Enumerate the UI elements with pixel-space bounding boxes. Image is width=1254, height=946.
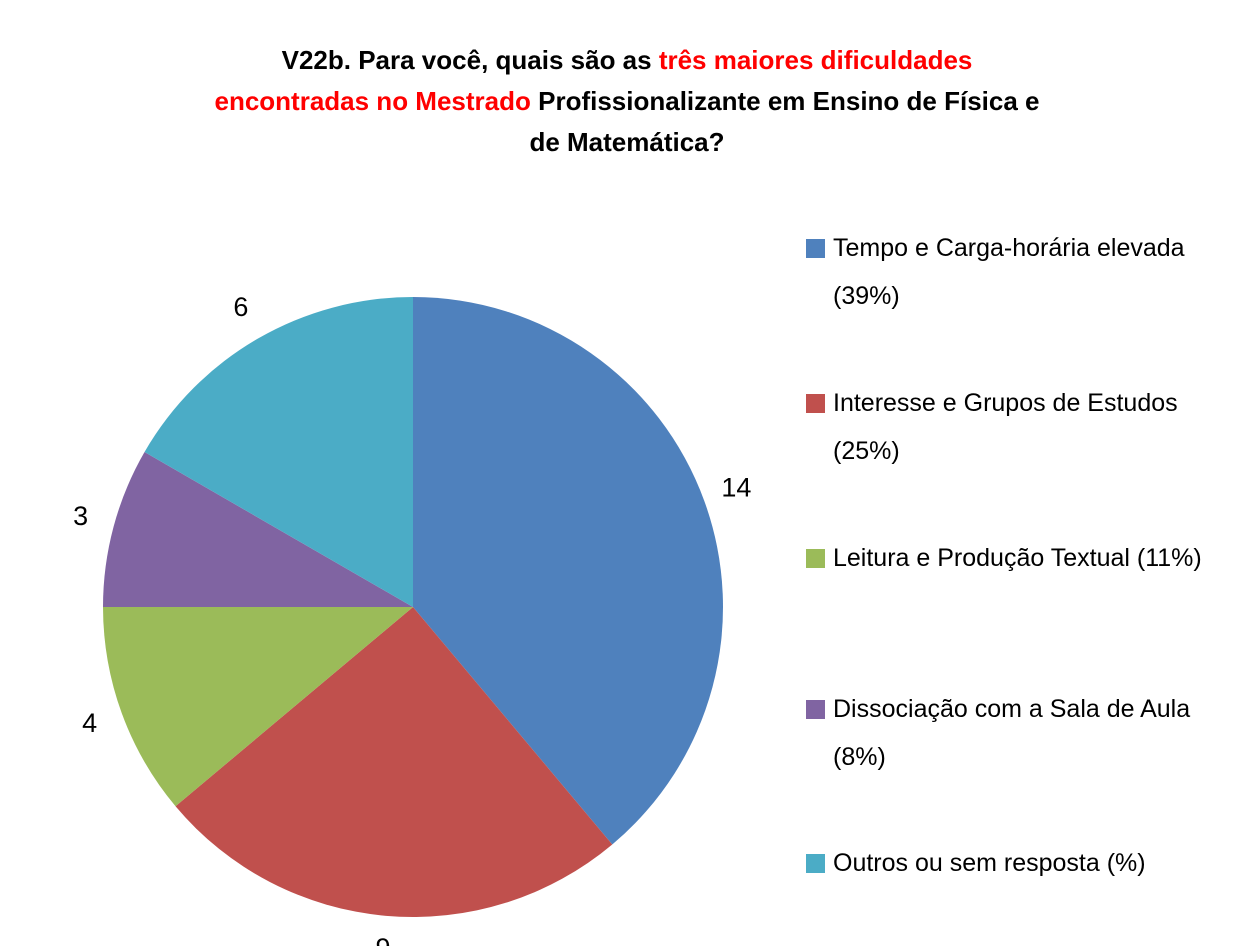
title-segment: encontradas no Mestrado xyxy=(214,86,531,116)
legend-item: Outros ou sem resposta (%) xyxy=(806,839,1236,887)
chart-title: V22b. Para você, quais são as três maior… xyxy=(0,40,1254,163)
title-line: V22b. Para você, quais são as três maior… xyxy=(0,40,1254,81)
title-segment: três maiores dificuldades xyxy=(658,45,973,75)
legend-swatch xyxy=(806,239,825,258)
legend-swatch xyxy=(806,700,825,719)
legend-label: Leitura e Produção Textual (11%) xyxy=(833,544,1202,572)
title-line: encontradas no Mestrado Profissionalizan… xyxy=(0,81,1254,122)
legend-label: Dissociação com a Sala de Aula (8%) xyxy=(833,695,1191,771)
title-segment: Profissionalizante em Ensino de Física e xyxy=(530,86,1040,116)
legend-item: Leitura e Produção Textual (11%) xyxy=(806,534,1236,582)
pie-slice xyxy=(103,607,413,807)
legend-item: Interesse e Grupos de Estudos (25%) xyxy=(806,379,1236,475)
legend-item: Tempo e Carga-horária elevada (39%) xyxy=(806,224,1236,320)
legend-label: Outros ou sem resposta (%) xyxy=(833,849,1146,877)
pie-slice xyxy=(103,452,413,607)
legend-label: Tempo e Carga-horária elevada (39%) xyxy=(833,234,1185,310)
data-label: 9 xyxy=(375,933,390,946)
legend-swatch xyxy=(806,549,825,568)
pie-slice xyxy=(175,607,613,917)
legend-item: Dissociação com a Sala de Aula (8%) xyxy=(806,685,1236,781)
data-label: 14 xyxy=(721,472,751,502)
data-label: 4 xyxy=(82,708,97,738)
title-segment: de Matemática? xyxy=(529,127,725,157)
legend-swatch xyxy=(806,854,825,873)
data-label: 3 xyxy=(73,501,88,531)
title-line: de Matemática? xyxy=(0,122,1254,163)
legend-swatch xyxy=(806,394,825,413)
title-segment: V22b. Para você, quais são as xyxy=(281,45,659,75)
legend-label: Interesse e Grupos de Estudos (25%) xyxy=(833,389,1178,465)
pie-slice xyxy=(144,297,414,607)
pie-slice xyxy=(413,297,724,845)
data-label: 6 xyxy=(233,292,248,322)
